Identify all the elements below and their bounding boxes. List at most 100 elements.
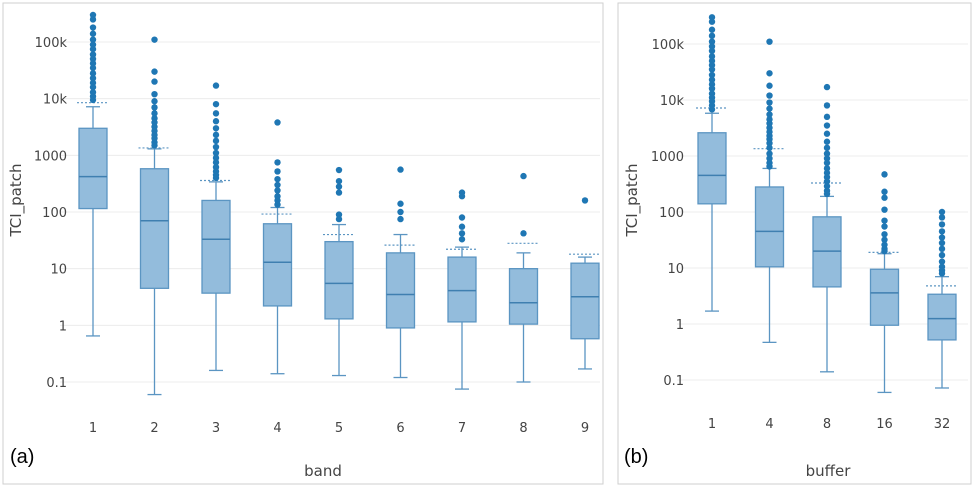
outlier-point xyxy=(823,155,831,162)
outlier-point xyxy=(881,206,888,213)
outlier-point xyxy=(212,174,220,182)
box-iqr xyxy=(324,240,354,320)
panel-b-xlabel: buffer xyxy=(806,462,852,480)
outlier-point xyxy=(151,36,158,43)
outlier-point xyxy=(708,18,716,25)
outlier-point xyxy=(708,76,716,83)
panel-a-band: 0.1 1 10 100 1000 10k 100k 1 2 3 4 5 6 7 8 9 TCI_patch… xyxy=(2,2,604,485)
outlier-point xyxy=(397,200,404,207)
outlier-point xyxy=(212,125,220,132)
outlier-point xyxy=(823,173,831,181)
ytick-label: 1000 xyxy=(34,149,67,164)
outlier-point xyxy=(881,171,888,178)
outlier-point xyxy=(938,270,946,277)
outlier-point xyxy=(212,137,220,145)
ytick-label: 100k xyxy=(652,38,685,53)
outlier-point xyxy=(938,239,946,247)
panel-b-xticks: 1 4 8 16 32 xyxy=(708,417,950,432)
ytick-label: 1 xyxy=(59,319,67,334)
outlier-point xyxy=(766,92,773,99)
outlier-point xyxy=(766,82,773,89)
outlier-point xyxy=(89,36,97,43)
outlier-point xyxy=(89,45,97,53)
outlier-point xyxy=(89,74,97,82)
outlier-point xyxy=(274,175,281,183)
outlier-point xyxy=(335,166,343,174)
outlier-point xyxy=(335,177,343,185)
box-5 xyxy=(323,166,355,377)
panel-a-frame xyxy=(2,2,604,485)
outlier-point xyxy=(823,159,831,167)
outlier-point xyxy=(212,143,220,151)
outlier-point xyxy=(766,155,773,162)
outlier-point xyxy=(274,159,281,166)
xtick-label: 5 xyxy=(335,421,343,436)
outlier-point xyxy=(520,230,527,237)
box-4 xyxy=(753,38,786,344)
panel-b-frame xyxy=(617,2,972,485)
box-iqr xyxy=(447,256,477,323)
outlier-point xyxy=(708,61,716,69)
outlier-point xyxy=(212,149,220,157)
xtick-label: 8 xyxy=(519,421,527,436)
outlier-point xyxy=(708,47,716,55)
outlier-point xyxy=(823,113,831,121)
xtick-label: 7 xyxy=(458,421,466,436)
box-3 xyxy=(200,82,232,372)
outlier-point xyxy=(212,154,220,162)
outlier-point xyxy=(151,110,158,117)
box-iqr xyxy=(262,223,293,307)
outlier-point xyxy=(397,208,404,216)
box-8 xyxy=(507,172,540,383)
outlier-point xyxy=(458,214,466,221)
outlier-point xyxy=(708,32,716,40)
panel-b-label: (b) xyxy=(624,446,648,468)
panel-b-buffer: 0.1 1 10 100 1000 10k 100k 1 4 8 16 32 TCI_patch b… xyxy=(617,2,972,485)
outlier-point xyxy=(938,208,946,216)
outlier-point xyxy=(823,150,831,157)
panel-a-xlabel: band xyxy=(304,462,342,480)
ytick-label: 1 xyxy=(676,318,684,333)
xtick-label: 3 xyxy=(212,421,220,436)
outlier-point xyxy=(212,110,220,117)
outlier-point xyxy=(938,251,946,259)
xtick-label: 1 xyxy=(708,417,716,432)
outlier-point xyxy=(458,193,466,200)
outlier-point xyxy=(89,16,97,23)
outlier-point xyxy=(89,30,97,37)
xtick-label: 4 xyxy=(273,421,281,436)
box-1 xyxy=(77,11,109,337)
outlier-point xyxy=(274,187,281,194)
outlier-point xyxy=(274,181,281,189)
outlier-point xyxy=(823,130,831,137)
outlier-point xyxy=(881,223,888,230)
outlier-point xyxy=(212,131,220,139)
ytick-label: 1000 xyxy=(651,150,684,165)
outlier-point xyxy=(823,83,831,91)
ytick-label: 10 xyxy=(667,262,684,277)
outlier-point xyxy=(708,53,716,60)
outlier-point xyxy=(397,166,404,173)
xtick-label: 4 xyxy=(765,417,773,432)
box-4 xyxy=(261,119,294,375)
outlier-point xyxy=(89,60,97,67)
outlier-point xyxy=(938,221,946,228)
outlier-point xyxy=(212,159,220,166)
outlier-point xyxy=(881,231,888,238)
box-iqr xyxy=(570,262,600,340)
outlier-point xyxy=(823,178,831,185)
xtick-label: 8 xyxy=(823,417,831,432)
ytick-label: 100k xyxy=(35,36,68,51)
outlier-point xyxy=(89,83,97,91)
outlier-point xyxy=(938,228,946,235)
box-32 xyxy=(926,208,958,389)
box-9 xyxy=(569,197,601,370)
outlier-point xyxy=(766,139,773,147)
box-iqr xyxy=(697,132,727,205)
outlier-point xyxy=(823,102,831,109)
outlier-point xyxy=(766,150,773,157)
panel-a-ylabel: TCI_patch xyxy=(7,163,26,237)
panel-a-boxes xyxy=(77,11,601,396)
outlier-point xyxy=(766,144,773,152)
